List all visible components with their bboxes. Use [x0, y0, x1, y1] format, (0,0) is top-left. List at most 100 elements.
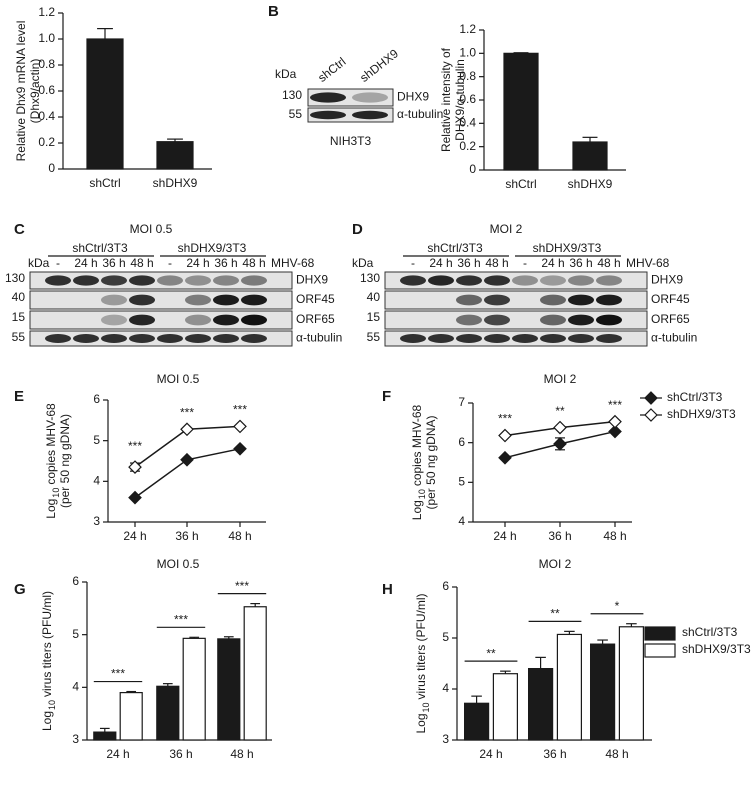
y-axis-label: Relative Dhx9 mRNA level	[14, 21, 28, 162]
protein-label: ORF45	[651, 292, 690, 306]
blot-band	[596, 314, 622, 326]
legend-marker	[644, 391, 658, 405]
data-point	[233, 419, 247, 434]
x-tick-label: shDHX9	[568, 177, 613, 191]
y-tick-label: 4	[442, 681, 449, 695]
y-axis-label-text: Relative Dhx9 mRNA level	[14, 21, 28, 162]
data-point	[233, 441, 247, 456]
x-tick-label: 36 h	[548, 529, 571, 543]
bar	[119, 691, 143, 741]
blot-band	[310, 110, 346, 120]
x-tick-label: 36 h	[543, 747, 566, 761]
x-tick-label: 24 h	[479, 747, 502, 761]
y-axis-label: Relative intensity of	[439, 47, 453, 152]
y-tick-label: 5	[442, 630, 449, 644]
y-tick-label: 0.6	[459, 92, 476, 106]
significance-label: ***	[235, 579, 249, 593]
protein-label: DHX9	[651, 273, 683, 287]
blot-band	[540, 334, 566, 343]
y-tick-label: 4	[458, 514, 465, 528]
error-bar	[513, 52, 529, 54]
y-tick-label: 7	[458, 395, 465, 409]
blot-band	[45, 275, 71, 286]
panel-letter: H	[382, 581, 393, 598]
blot-band	[157, 334, 183, 343]
kda-label: kDa	[28, 256, 50, 270]
lane-label: 48 h	[597, 256, 620, 270]
blot-band	[456, 334, 482, 343]
x-tick-label: 48 h	[230, 747, 253, 761]
significance-label: **	[486, 646, 496, 660]
y-tick-label: 0.6	[38, 83, 55, 97]
blot-band	[241, 334, 267, 343]
lane-label: -	[168, 256, 172, 270]
chart-title: MOI 0.5	[157, 557, 200, 571]
blot-band	[352, 110, 388, 120]
bar	[182, 637, 206, 741]
blot-band	[241, 294, 267, 306]
cell-line-label: NIH3T3	[330, 134, 372, 148]
lane-label: 48 h	[130, 256, 153, 270]
data-point	[128, 490, 142, 505]
marker-label: 15	[367, 310, 381, 324]
blot-band	[129, 294, 155, 306]
data-point	[128, 460, 142, 474]
y-axis-label: Log10 copies MHV-68	[410, 404, 427, 520]
panel-letter: E	[14, 388, 24, 405]
data-point	[608, 414, 622, 429]
blot-band	[568, 334, 594, 343]
y-axis-label-subscript: 10	[47, 700, 57, 710]
y-tick-label: 6	[72, 574, 79, 588]
panel-letter: G	[14, 581, 26, 598]
blot-band	[484, 334, 510, 343]
y-axis-label-text: (Dhx9/actin)	[28, 59, 42, 124]
blot-band	[540, 275, 566, 286]
y-axis-label-text: DHX9/α-tubulin	[453, 59, 467, 141]
blot-band	[45, 334, 71, 343]
blot-band	[73, 275, 99, 286]
legend-marker	[644, 408, 658, 422]
y-axis-label-subscript: 10	[417, 489, 427, 499]
x-tick-label: shCtrl	[89, 176, 120, 190]
error-bar	[626, 623, 637, 627]
error-bar	[99, 727, 110, 733]
protein-label: α-tubulin	[651, 331, 697, 345]
bar	[572, 141, 608, 171]
significance-label: ***	[608, 398, 622, 412]
blot-band	[73, 334, 99, 343]
blot-band	[400, 275, 426, 286]
marker-label: 130	[5, 271, 25, 285]
blot-strip	[384, 271, 648, 290]
x-tick-label: shCtrl	[505, 177, 536, 191]
bar	[503, 52, 539, 171]
lane-label: -	[56, 256, 60, 270]
y-axis-label-text: virus titers (PFU/ml)	[414, 593, 428, 699]
error-bar	[535, 656, 546, 669]
y-tick-label: 6	[458, 435, 465, 449]
blot-band	[456, 314, 482, 326]
panel-letter: B	[268, 3, 279, 20]
treatment-label: MHV-68	[271, 256, 315, 270]
blot-band	[213, 334, 239, 343]
y-tick-label: 3	[93, 514, 100, 528]
y-tick-label: 1.0	[38, 31, 55, 45]
y-tick-label: 6	[442, 579, 449, 593]
significance-label: ***	[174, 612, 188, 626]
blot-band	[568, 314, 594, 326]
blot-band	[512, 275, 538, 286]
blot-band	[129, 314, 155, 326]
y-tick-label: 0.4	[459, 116, 476, 130]
y-axis-label-text: Log	[410, 500, 424, 520]
blot-band	[129, 275, 155, 286]
significance-label: **	[555, 404, 565, 418]
blot-band	[484, 294, 510, 306]
y-tick-label: 3	[72, 732, 79, 746]
lane-label: 36 h	[214, 256, 237, 270]
x-tick-label: shDHX9	[153, 176, 198, 190]
blot-band	[185, 334, 211, 343]
group-label: shCtrl/3T3	[427, 241, 483, 255]
bar	[217, 638, 241, 741]
treatment-label: MHV-68	[626, 256, 670, 270]
blot-band	[596, 294, 622, 306]
